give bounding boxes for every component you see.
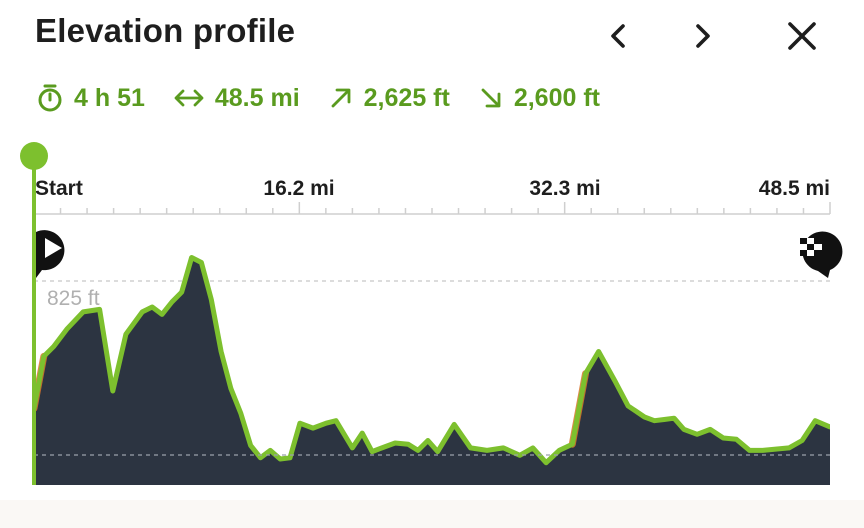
finish-marker[interactable] (800, 231, 843, 278)
elevation-chart-container[interactable]: Start 16.2 mi 32.3 mi 48.5 mi 825 ft (0, 130, 864, 490)
duration-value: 4 h 51 (74, 83, 145, 112)
close-icon (788, 22, 816, 50)
position-cursor-handle[interactable] (20, 142, 48, 170)
flag-square (814, 238, 822, 244)
arrow-down-right-icon (478, 85, 504, 111)
descent-value: 2,600 ft (513, 83, 600, 112)
ascent-value: 2,625 ft (363, 83, 450, 112)
page-title: Elevation profile (35, 12, 296, 49)
duration-stat: 4 h 51 (36, 83, 145, 113)
distance-value: 48.5 mi (214, 83, 300, 112)
tour-stats: 4 h 51 48.5 mi 2,625 ft 2,600 ft (36, 80, 628, 116)
flag-square (814, 250, 822, 256)
footer-strip (0, 500, 864, 528)
start-marker[interactable] (36, 230, 65, 278)
elevation-area (34, 257, 830, 485)
flag-square (800, 238, 807, 244)
elevation-chart[interactable]: Start 16.2 mi 32.3 mi 48.5 mi 825 ft (0, 130, 864, 490)
play-triangle (45, 238, 62, 258)
ascent-stat: 2,625 ft (328, 84, 450, 113)
x-axis (33, 202, 831, 214)
max-elevation-label: 825 ft (47, 287, 100, 310)
flag-square (800, 250, 807, 256)
x-tick-label: Start (35, 177, 83, 200)
previous-button[interactable] (597, 14, 641, 58)
elevation-line (34, 255, 830, 466)
x-tick-label: 48.5 mi (759, 177, 830, 200)
x-tick-label: 16.2 mi (263, 177, 334, 200)
descent-stat: 2,600 ft (478, 84, 600, 113)
chevron-left-icon (611, 24, 625, 48)
arrow-up-right-icon (328, 85, 354, 111)
flag-square (807, 244, 814, 250)
stopwatch-icon (36, 83, 64, 113)
chevron-right-icon (696, 24, 710, 48)
horizontal-arrows-icon (173, 87, 205, 109)
next-button[interactable] (680, 14, 724, 58)
distance-stat: 48.5 mi (173, 84, 300, 113)
close-button[interactable] (780, 14, 824, 58)
x-tick-label: 32.3 mi (529, 177, 600, 200)
